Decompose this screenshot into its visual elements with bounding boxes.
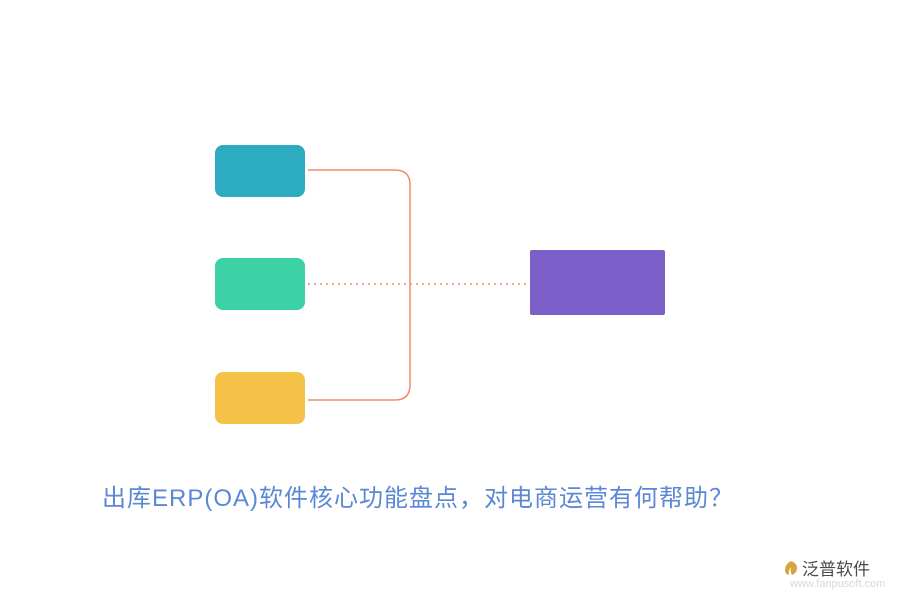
bracket-connector: [308, 170, 410, 400]
source-node-middle: [215, 258, 305, 310]
watermark-logo: 泛普软件: [782, 555, 870, 580]
leaf-icon: [782, 559, 800, 577]
source-node-bottom: [215, 372, 305, 424]
watermark-logo-text: 泛普软件: [802, 555, 870, 580]
watermark-url: www.fanpusoft.com: [790, 578, 885, 590]
diagram-caption: 出库ERP(OA)软件核心功能盘点，对电商运营有何帮助？: [102, 478, 734, 513]
target-node: [530, 250, 665, 315]
source-node-top: [215, 145, 305, 197]
